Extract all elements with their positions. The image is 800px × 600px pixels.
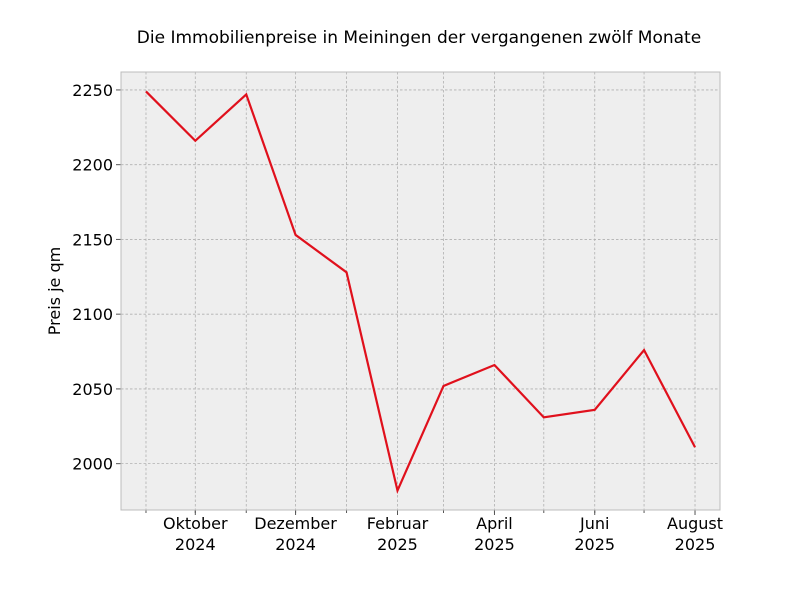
y-tick-label: 2200 xyxy=(72,156,113,175)
y-tick-label: 2050 xyxy=(72,380,113,399)
x-tick-label-year: 2025 xyxy=(675,535,716,554)
plot-frame xyxy=(120,71,721,511)
x-tick-label: Oktober xyxy=(163,514,228,533)
y-tick-label: 2250 xyxy=(72,81,113,100)
plot-area xyxy=(121,72,720,510)
x-tick-label: Dezember xyxy=(254,514,337,533)
x-tick-label-year: 2025 xyxy=(377,535,418,554)
x-tick-label-year: 2025 xyxy=(474,535,515,554)
x-tick-label: Juni xyxy=(579,514,609,533)
grid xyxy=(121,72,720,510)
x-tick-label-year: 2024 xyxy=(175,535,216,554)
x-tick-label: April xyxy=(476,514,513,533)
axis-ticks: 2000 2050 2100 2150 2200 2250 Oktober 2024 Dezem… xyxy=(72,81,723,554)
x-tick-label: Februar xyxy=(367,514,429,533)
x-tick-label: August xyxy=(667,514,723,533)
x-tick-label-year: 2024 xyxy=(275,535,316,554)
x-tick-label-year: 2025 xyxy=(574,535,615,554)
y-axis-label: Preis je qm xyxy=(45,247,64,335)
y-tick-label: 2150 xyxy=(72,230,113,249)
chart-title: Die Immobilienpreise in Meiningen der ve… xyxy=(137,28,701,48)
y-tick-label: 2000 xyxy=(72,455,113,474)
series-layer xyxy=(145,90,696,495)
y-tick-label: 2100 xyxy=(72,305,113,324)
series-line xyxy=(145,90,696,495)
